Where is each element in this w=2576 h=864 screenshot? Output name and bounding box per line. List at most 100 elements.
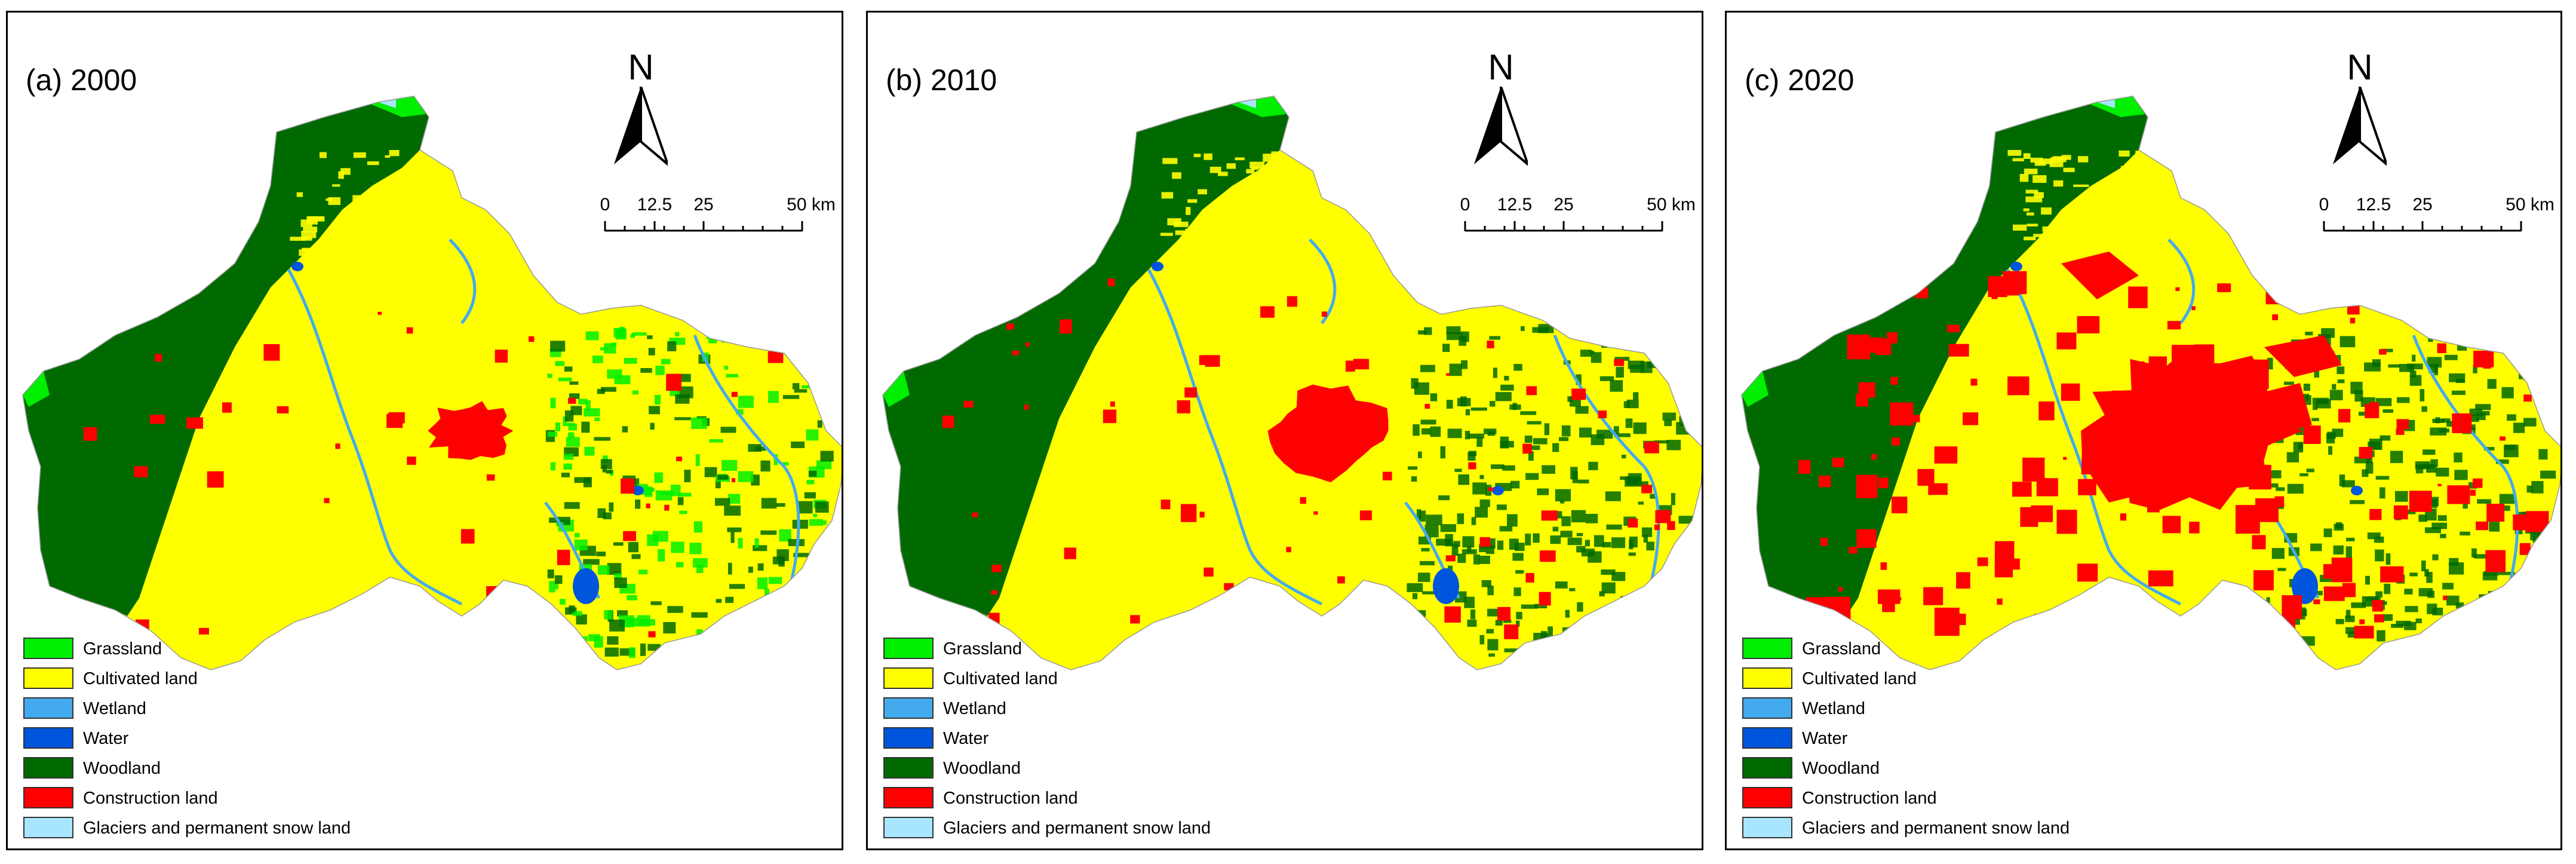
legend-swatch bbox=[883, 697, 934, 719]
legend-item: Grassland bbox=[23, 634, 441, 664]
legend-swatch bbox=[23, 787, 73, 808]
scale-bar-line bbox=[604, 221, 803, 232]
north-arrow: N bbox=[1465, 50, 1537, 199]
legend-item: Water bbox=[883, 724, 1301, 753]
land-use-map bbox=[1741, 96, 2560, 670]
legend-label: Construction land bbox=[1802, 789, 1937, 808]
legend-swatch bbox=[883, 817, 934, 838]
legend-label: Grassland bbox=[1802, 639, 1881, 658]
scale-tick-25: 25 bbox=[693, 195, 714, 215]
scale-tick-50: 50 km bbox=[2506, 195, 2554, 215]
legend-swatch bbox=[883, 727, 934, 749]
legend-swatch bbox=[883, 667, 934, 689]
north-arrow-icon bbox=[614, 87, 668, 166]
legend: Grassland Cultivated land Wetland Water … bbox=[23, 634, 441, 843]
legend-swatch bbox=[1742, 697, 1792, 719]
legend-swatch bbox=[1742, 817, 1792, 838]
legend: Grassland Cultivated land Wetland Water … bbox=[883, 634, 1301, 843]
legend-swatch bbox=[1742, 667, 1792, 689]
legend-label: Wetland bbox=[1802, 699, 1865, 718]
legend-label: Woodland bbox=[83, 759, 161, 778]
legend-swatch bbox=[1742, 787, 1792, 808]
north-letter: N bbox=[2347, 47, 2373, 87]
north-arrow: N bbox=[605, 50, 677, 199]
legend-item: Water bbox=[23, 724, 441, 753]
legend-swatch bbox=[883, 638, 934, 659]
legend-label: Water bbox=[83, 729, 129, 748]
legend-swatch bbox=[23, 817, 73, 838]
legend-item: Wetland bbox=[883, 694, 1301, 724]
legend-label: Grassland bbox=[943, 639, 1023, 658]
legend-item: Construction land bbox=[883, 783, 1301, 813]
legend-item: Cultivated land bbox=[1742, 664, 2160, 694]
scale-tick-0: 0 bbox=[600, 195, 610, 215]
legend-label: Grassland bbox=[83, 639, 162, 658]
land-use-map bbox=[882, 96, 1702, 670]
north-arrow-icon bbox=[2333, 87, 2387, 166]
scale-bar-line bbox=[1464, 221, 1663, 232]
legend-label: Cultivated land bbox=[943, 669, 1058, 688]
land-use-layer bbox=[1742, 96, 2560, 670]
legend-item: Wetland bbox=[23, 694, 441, 724]
legend-item: Glaciers and permanent snow land bbox=[23, 813, 441, 843]
legend: Grassland Cultivated land Wetland Water … bbox=[1742, 634, 2160, 843]
legend-label: Wetland bbox=[943, 699, 1006, 718]
map-panel-2000: (a) 2000 N 0 12.5 25 50 km km Grassland … bbox=[6, 11, 843, 850]
legend-item: Glaciers and permanent snow land bbox=[1742, 813, 2160, 843]
scale-tick-12-5: 12.5 bbox=[1497, 195, 1533, 215]
north-letter: N bbox=[1488, 47, 1514, 87]
map-panel-2020: (c) 2020 N 0 12.5 25 50 km km Grassland … bbox=[1725, 11, 2562, 850]
north-arrow-icon bbox=[1474, 87, 1528, 166]
scale-tick-25: 25 bbox=[1553, 195, 1574, 215]
legend-label: Construction land bbox=[83, 789, 218, 808]
scale-tick-12-5: 12.5 bbox=[2356, 195, 2391, 215]
legend-item: Construction land bbox=[1742, 783, 2160, 813]
legend-item: Glaciers and permanent snow land bbox=[883, 813, 1301, 843]
legend-item: Wetland bbox=[1742, 694, 2160, 724]
legend-label: Water bbox=[943, 729, 989, 748]
legend-label: Water bbox=[1802, 729, 1848, 748]
north-arrow: N bbox=[2324, 50, 2396, 199]
scale-tick-50: 50 km bbox=[787, 195, 836, 215]
legend-item: Grassland bbox=[883, 634, 1301, 664]
legend-swatch bbox=[1742, 727, 1792, 749]
legend-swatch bbox=[1742, 757, 1792, 779]
legend-swatch bbox=[883, 787, 934, 808]
land-use-layer bbox=[883, 96, 1702, 670]
scale-tick-0: 0 bbox=[1460, 195, 1470, 215]
scale-tick-25: 25 bbox=[2412, 195, 2433, 215]
legend-item: Grassland bbox=[1742, 634, 2160, 664]
panel-title: (c) 2020 bbox=[1745, 63, 1855, 97]
legend-swatch bbox=[23, 638, 73, 659]
legend-item: Woodland bbox=[1742, 753, 2160, 783]
legend-swatch bbox=[23, 697, 73, 719]
legend-swatch bbox=[883, 757, 934, 779]
legend-label: Woodland bbox=[943, 759, 1021, 778]
north-letter: N bbox=[628, 47, 654, 87]
legend-label: Woodland bbox=[1802, 759, 1880, 778]
scale-tick-50: 50 km bbox=[1647, 195, 1696, 215]
legend-swatch bbox=[23, 757, 73, 779]
panel-title: (a) 2000 bbox=[26, 63, 137, 97]
scale-bar: 0 12.5 25 50 km km bbox=[1447, 195, 1696, 243]
scale-tick-0: 0 bbox=[2319, 195, 2329, 215]
land-use-map bbox=[22, 96, 842, 670]
legend-label: Glaciers and permanent snow land bbox=[1802, 819, 2070, 838]
legend-label: Wetland bbox=[83, 699, 146, 718]
scale-tick-12-5: 12.5 bbox=[637, 195, 673, 215]
panel-title: (b) 2010 bbox=[886, 63, 997, 97]
scale-bar: 0 12.5 25 50 km km bbox=[2306, 195, 2554, 243]
legend-swatch bbox=[1742, 638, 1792, 659]
legend-item: Woodland bbox=[883, 753, 1301, 783]
legend-label: Glaciers and permanent snow land bbox=[943, 819, 1211, 838]
map-panel-2010: (b) 2010 N 0 12.5 25 50 km km Grassland … bbox=[866, 11, 1703, 850]
legend-item: Water bbox=[1742, 724, 2160, 753]
legend-item: Construction land bbox=[23, 783, 441, 813]
legend-swatch bbox=[23, 727, 73, 749]
legend-item: Woodland bbox=[23, 753, 441, 783]
legend-item: Cultivated land bbox=[23, 664, 441, 694]
scale-bar-line bbox=[2323, 221, 2522, 232]
legend-label: Glaciers and permanent snow land bbox=[83, 819, 351, 838]
legend-label: Cultivated land bbox=[1802, 669, 1917, 688]
scale-bar: 0 12.5 25 50 km km bbox=[587, 195, 836, 243]
